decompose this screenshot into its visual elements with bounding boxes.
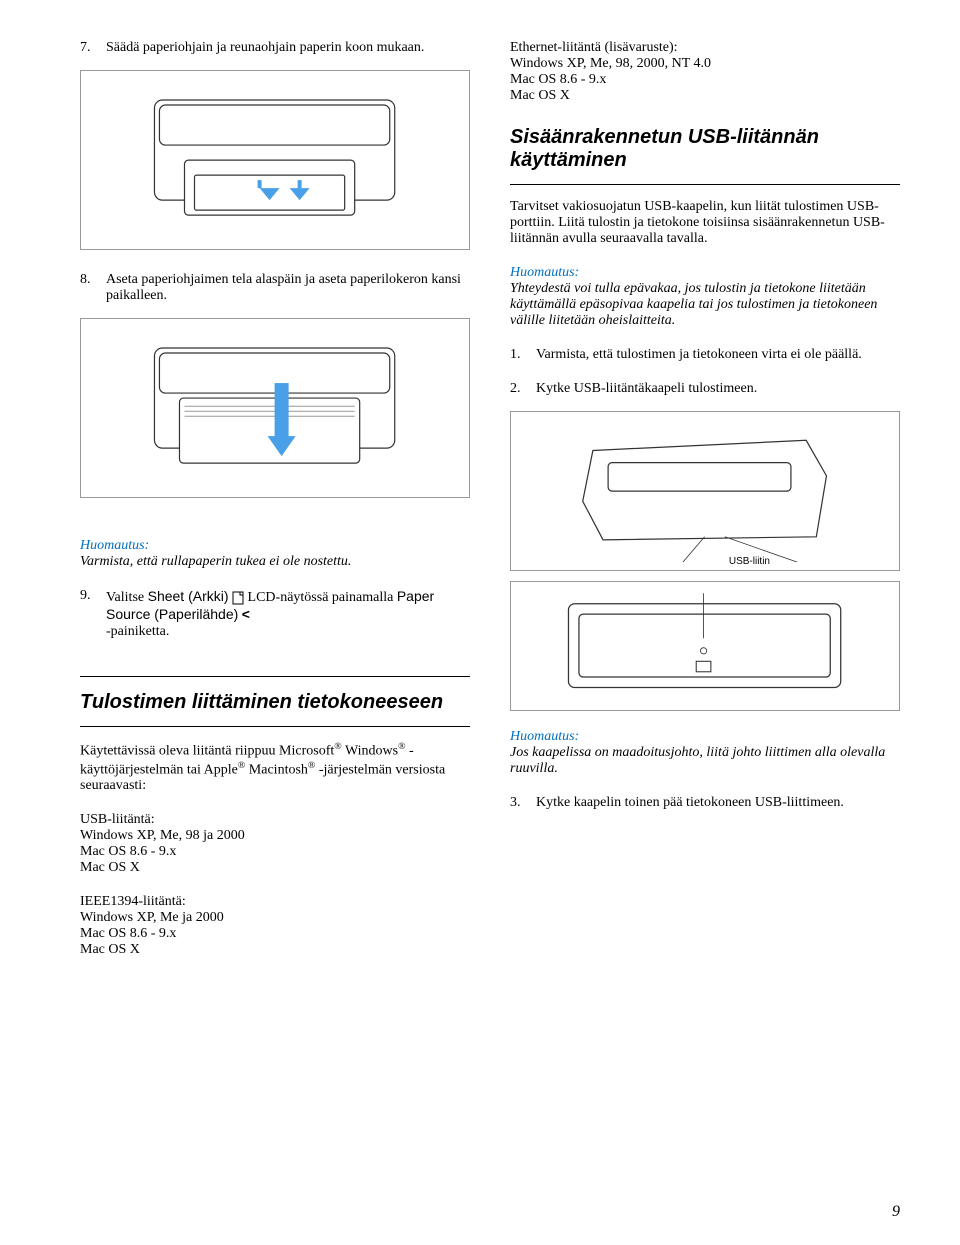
ieee-header: IEEE1394-liitäntä: <box>80 894 470 910</box>
note-1-label: Huomautus: <box>80 538 470 554</box>
left-column: 7. Säädä paperiohjain ja reunaohjain pap… <box>80 40 470 958</box>
step-7: 7. Säädä paperiohjain ja reunaohjain pap… <box>80 40 470 56</box>
ethernet-block: Ethernet-liitäntä (lisävaruste): Windows… <box>510 40 900 104</box>
note-2-label: Huomautus: <box>510 265 900 281</box>
eth-4: Mac OS X <box>510 88 900 104</box>
usb-header: USB-liitäntä: <box>80 812 470 828</box>
step-8-text: Aseta paperiohjaimen tela alaspäin ja as… <box>106 272 470 304</box>
note-3: Huomautus: Jos kaapelissa on maadoitusjo… <box>510 729 900 777</box>
sheet-label: Sheet (Arkki) <box>148 588 229 604</box>
ieee-l3: Mac OS X <box>80 942 470 958</box>
usb-paragraph: Tarvitset vakiosuojatun USB-kaapelin, ku… <box>510 199 900 247</box>
substep-3-text: Kytke kaapelin toinen pää tietokoneen US… <box>536 795 900 811</box>
section-divider-3 <box>510 184 900 185</box>
step-9-text-a: Valitse <box>106 590 148 605</box>
printer-figure-1 <box>80 70 470 250</box>
step-9-text-b: LCD-näytössä painamalla <box>248 590 397 605</box>
usb-l2: Mac OS 8.6 - 9.x <box>80 844 470 860</box>
substep-3: 3. Kytke kaapelin toinen pää tietokoneen… <box>510 795 900 811</box>
sheet-icon <box>232 591 244 605</box>
printer-usb-figure-top <box>510 411 900 571</box>
step-9-text-c: -painiketta. <box>106 624 169 639</box>
printer-rear-icon <box>530 420 879 562</box>
availability-paragraph: Käytettävissä oleva liitäntä riippuu Mic… <box>80 741 470 794</box>
substep-1-text: Varmista, että tulostimen ja tietokoneen… <box>536 347 900 363</box>
substep-2: 2. Kytke USB-liitäntäkaapeli tulostimeen… <box>510 381 900 397</box>
step-8: 8. Aseta paperiohjaimen tela alaspäin ja… <box>80 272 470 304</box>
note-3-label: Huomautus: <box>510 729 900 745</box>
printer-tray-icon <box>100 328 449 488</box>
usb-interface-block: USB-liitäntä: Windows XP, Me, 98 ja 2000… <box>80 812 470 876</box>
substep-2-text: Kytke USB-liitäntäkaapeli tulostimeen. <box>536 381 900 397</box>
printer-usb-figure-detail <box>510 581 900 711</box>
substep-2-number: 2. <box>510 381 536 397</box>
note-1-body: Varmista, että rullapaperin tukea ei ole… <box>80 554 470 570</box>
usb-l1: Windows XP, Me, 98 ja 2000 <box>80 828 470 844</box>
substep-3-number: 3. <box>510 795 536 811</box>
printer-guides-icon <box>100 80 449 240</box>
note-2-body: Yhteydestä voi tulla epävakaa, jos tulos… <box>510 281 900 329</box>
substep-1-number: 1. <box>510 347 536 363</box>
usb-l3: Mac OS X <box>80 860 470 876</box>
section-divider-1 <box>80 676 470 677</box>
eth-3: Mac OS 8.6 - 9.x <box>510 72 900 88</box>
avail-1: Käytettävissä oleva liitäntä riippuu Mic… <box>80 744 334 759</box>
left-arrow-icon: < <box>242 606 250 622</box>
note-1: Huomautus: Varmista, että rullapaperin t… <box>80 538 470 570</box>
ieee-interface-block: IEEE1394-liitäntä: Windows XP, Me ja 200… <box>80 894 470 958</box>
note-3-body: Jos kaapelissa on maadoitusjohto, liitä … <box>510 745 900 777</box>
eth-2: Windows XP, Me, 98, 2000, NT 4.0 <box>510 56 900 72</box>
step-9-number: 9. <box>80 588 106 640</box>
step-7-text: Säädä paperiohjain ja reunaohjain paperi… <box>106 40 470 56</box>
substep-1: 1. Varmista, että tulostimen ja tietokon… <box>510 347 900 363</box>
ieee-l1: Windows XP, Me ja 2000 <box>80 910 470 926</box>
step-9: 9. Valitse Sheet (Arkki) LCD-näytössä pa… <box>80 588 470 640</box>
usb-port-label: USB-liitin <box>729 556 770 567</box>
eth-1: Ethernet-liitäntä (lisävaruste): <box>510 40 900 56</box>
usb-port-detail-icon <box>530 588 879 703</box>
right-column: Ethernet-liitäntä (lisävaruste): Windows… <box>510 40 900 958</box>
ieee-l2: Mac OS 8.6 - 9.x <box>80 926 470 942</box>
section-connect-title: Tulostimen liittäminen tietokoneeseen <box>80 691 470 714</box>
two-column-layout: 7. Säädä paperiohjain ja reunaohjain pap… <box>80 40 900 958</box>
step-8-number: 8. <box>80 272 106 304</box>
step-7-number: 7. <box>80 40 106 56</box>
note-2: Huomautus: Yhteydestä voi tulla epävakaa… <box>510 265 900 329</box>
section-divider-2 <box>80 726 470 727</box>
printer-figure-2 <box>80 318 470 498</box>
usb-figure-container: USB-liitin <box>510 411 900 711</box>
avail-2: Windows <box>345 744 398 759</box>
section-usb-title: Sisäänrakennetun USB-liitännän käyttämin… <box>510 126 900 172</box>
avail-4: Macintosh <box>249 762 308 777</box>
step-9-text: Valitse Sheet (Arkki) LCD-näytössä paina… <box>106 588 470 640</box>
page-number: 9 <box>892 1203 900 1221</box>
